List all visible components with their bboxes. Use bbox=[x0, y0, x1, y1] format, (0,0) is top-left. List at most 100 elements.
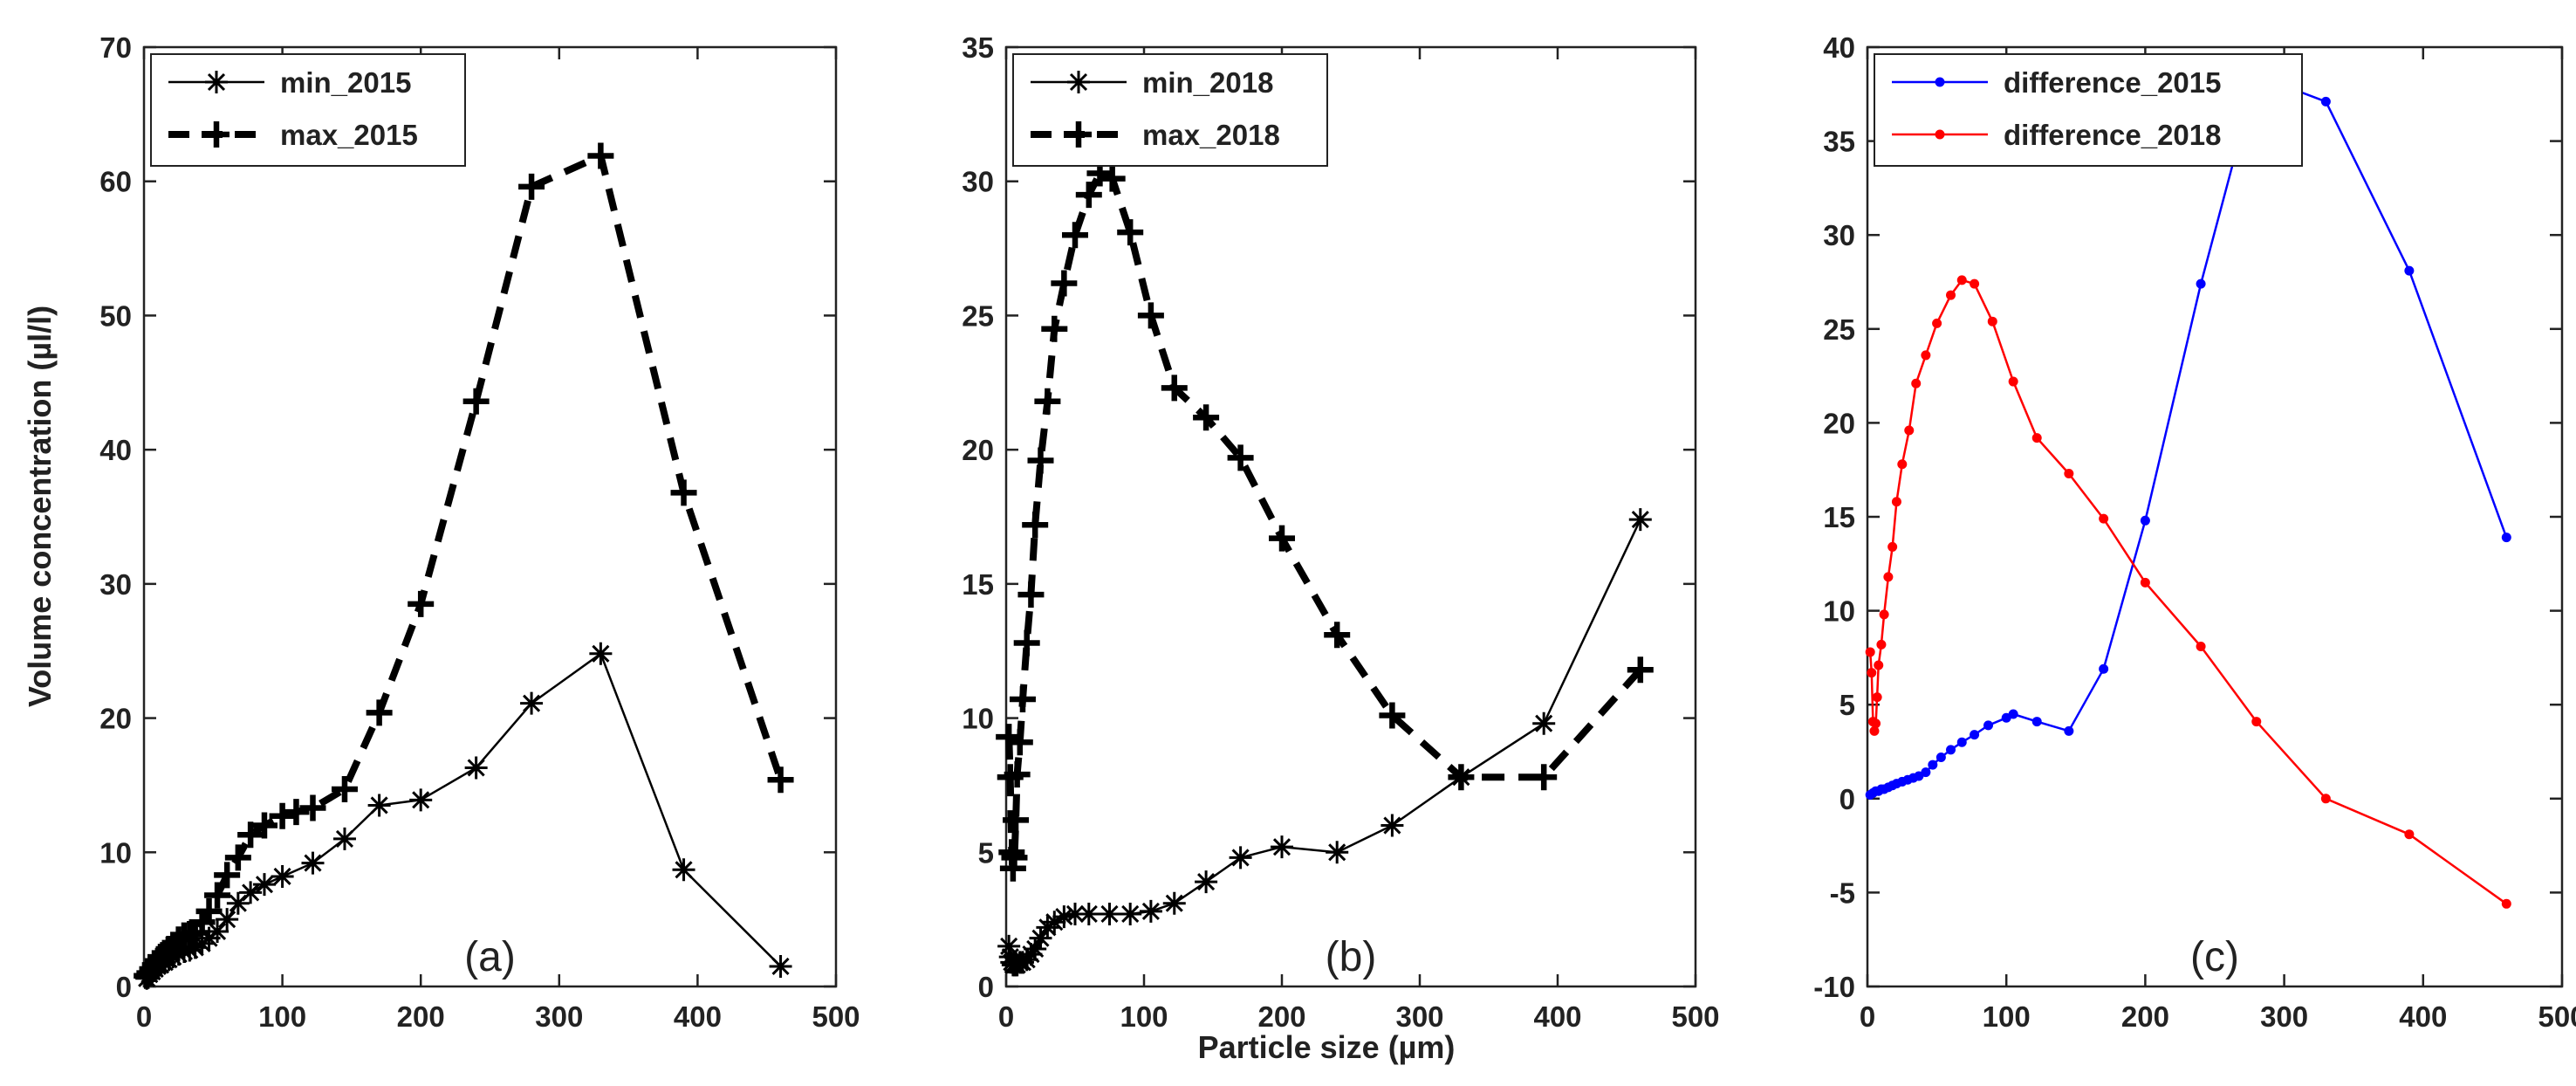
x-tick-label: 100 bbox=[1120, 1000, 1168, 1033]
y-tick-label: 20 bbox=[1823, 407, 1855, 439]
data-point-difference_2018 bbox=[1946, 290, 1956, 300]
data-point-difference_2018 bbox=[2404, 829, 2415, 840]
legend-box bbox=[1012, 53, 1328, 167]
data-point-difference_2018 bbox=[2320, 794, 2331, 804]
series-line-difference_2015 bbox=[1869, 74, 2508, 796]
data-point-max_2018 bbox=[1099, 165, 1126, 192]
data-point-max_2018 bbox=[1531, 764, 1558, 791]
series-line-min_2018 bbox=[1007, 519, 1641, 966]
y-tick-label: 25 bbox=[1823, 313, 1855, 346]
data-point-max_2018 bbox=[1022, 512, 1049, 539]
data-point-max_2018 bbox=[1627, 656, 1654, 684]
data-point-min_2015 bbox=[769, 954, 792, 978]
data-point-difference_2015 bbox=[2008, 709, 2018, 719]
x-tick-label: 400 bbox=[1533, 1000, 1581, 1033]
data-point-difference_2018 bbox=[1865, 647, 1875, 657]
data-point-difference_2018 bbox=[1879, 609, 1889, 620]
data-point-min_2015 bbox=[226, 891, 250, 915]
legend-marker-max_2018 bbox=[1065, 121, 1092, 148]
data-point-max_2015 bbox=[214, 862, 241, 889]
data-point-difference_2018 bbox=[2140, 577, 2150, 588]
y-tick-label: 10 bbox=[99, 836, 132, 869]
data-point-difference_2015 bbox=[1935, 752, 1946, 762]
data-point-difference_2018 bbox=[2031, 433, 2042, 443]
data-point-difference_2015 bbox=[2196, 278, 2206, 289]
series-min_2018 bbox=[997, 508, 1652, 977]
data-point-difference_2015 bbox=[2404, 265, 2415, 276]
data-point-difference_2018 bbox=[2064, 469, 2074, 479]
plot-frame bbox=[1004, 45, 1697, 988]
data-point-max_2018 bbox=[1075, 182, 1102, 209]
plot-frame bbox=[1866, 45, 2564, 988]
data-point-max_2018 bbox=[1161, 375, 1188, 402]
data-point-max_2018 bbox=[1193, 404, 1220, 431]
data-point-max_2015 bbox=[408, 590, 435, 617]
data-point-min_2018 bbox=[1271, 835, 1293, 859]
data-point-max_2018 bbox=[1117, 219, 1144, 246]
data-point-min_2015 bbox=[216, 908, 239, 931]
data-point-min_2018 bbox=[1139, 899, 1162, 923]
x-tick-label: 0 bbox=[998, 1000, 1014, 1033]
data-point-min_2018 bbox=[1119, 902, 1142, 925]
data-point-difference_2018 bbox=[1874, 660, 1884, 670]
x-tick-label: 300 bbox=[2260, 1000, 2308, 1033]
data-point-max_2015 bbox=[366, 699, 393, 726]
data-point-max_2018 bbox=[1003, 807, 1030, 834]
data-point-min_2018 bbox=[1029, 926, 1052, 950]
x-tick-label: 100 bbox=[258, 1000, 306, 1033]
data-point-min_2015 bbox=[271, 864, 294, 888]
y-tick-label: 60 bbox=[99, 166, 132, 198]
data-point-difference_2018 bbox=[1956, 275, 1967, 285]
panel-label: (a) bbox=[464, 934, 516, 980]
data-point-max_2015 bbox=[299, 794, 326, 821]
data-point-max_2018 bbox=[1017, 581, 1045, 608]
data-point-max_2018 bbox=[1379, 702, 1406, 729]
series-line-difference_2018 bbox=[1868, 278, 2508, 905]
data-point-difference_2018 bbox=[1887, 541, 1898, 552]
x-tick-label: 100 bbox=[1983, 1000, 2031, 1033]
y-tick-label: 30 bbox=[1823, 219, 1855, 251]
legend-label: min_2018 bbox=[1142, 66, 1273, 99]
data-point-min_2015 bbox=[301, 851, 325, 875]
legend-marker-max_2015 bbox=[203, 121, 230, 148]
x-tick-label: 300 bbox=[1395, 1000, 1443, 1033]
y-tick-label: 50 bbox=[99, 299, 132, 332]
data-point-max_2015 bbox=[269, 802, 296, 829]
y-tick-label: 40 bbox=[1823, 31, 1855, 64]
data-point-difference_2018 bbox=[2008, 376, 2018, 387]
y-tick-label: 20 bbox=[99, 703, 132, 735]
y-tick-label: -5 bbox=[1830, 876, 1855, 909]
plot-frame bbox=[142, 45, 838, 988]
data-point-difference_2015 bbox=[2320, 96, 2331, 107]
data-point-max_2018 bbox=[1013, 629, 1040, 656]
data-point-min_2015 bbox=[672, 858, 695, 882]
data-point-difference_2015 bbox=[1946, 745, 1956, 755]
data-point-min_2015 bbox=[589, 642, 613, 665]
series-line-min_2015 bbox=[146, 652, 782, 979]
y-tick-label: 5 bbox=[978, 836, 994, 869]
data-point-min_2018 bbox=[1195, 870, 1218, 894]
y-tick-label: 15 bbox=[962, 568, 994, 601]
y-tick-label: 10 bbox=[962, 703, 994, 735]
data-point-max_2015 bbox=[767, 766, 794, 794]
data-point-min_2018 bbox=[1162, 891, 1186, 915]
data-point-max_2015 bbox=[670, 479, 697, 506]
x-tick-label: 0 bbox=[136, 1000, 152, 1033]
y-tick-label: 30 bbox=[99, 568, 132, 601]
data-point-min_2015 bbox=[172, 940, 195, 964]
data-point-difference_2018 bbox=[1872, 692, 1882, 703]
x-tick-label: 400 bbox=[674, 1000, 722, 1033]
data-point-max_2015 bbox=[204, 882, 231, 909]
panel-label: (c) bbox=[2190, 934, 2239, 980]
y-tick-label: 0 bbox=[978, 971, 994, 1003]
data-point-min_2018 bbox=[1024, 937, 1047, 960]
data-point-difference_2015 bbox=[1970, 730, 1980, 740]
data-point-min_2015 bbox=[409, 788, 433, 812]
legend-marker-difference_2018 bbox=[1935, 129, 1945, 140]
data-point-min_2015 bbox=[367, 794, 391, 817]
data-point-max_2018 bbox=[1051, 270, 1078, 297]
data-point-difference_2018 bbox=[1921, 350, 1931, 361]
legend-box bbox=[1874, 53, 2303, 167]
x-tick-label: 200 bbox=[2121, 1000, 2169, 1033]
legend-marker-min_2018 bbox=[1067, 71, 1090, 93]
